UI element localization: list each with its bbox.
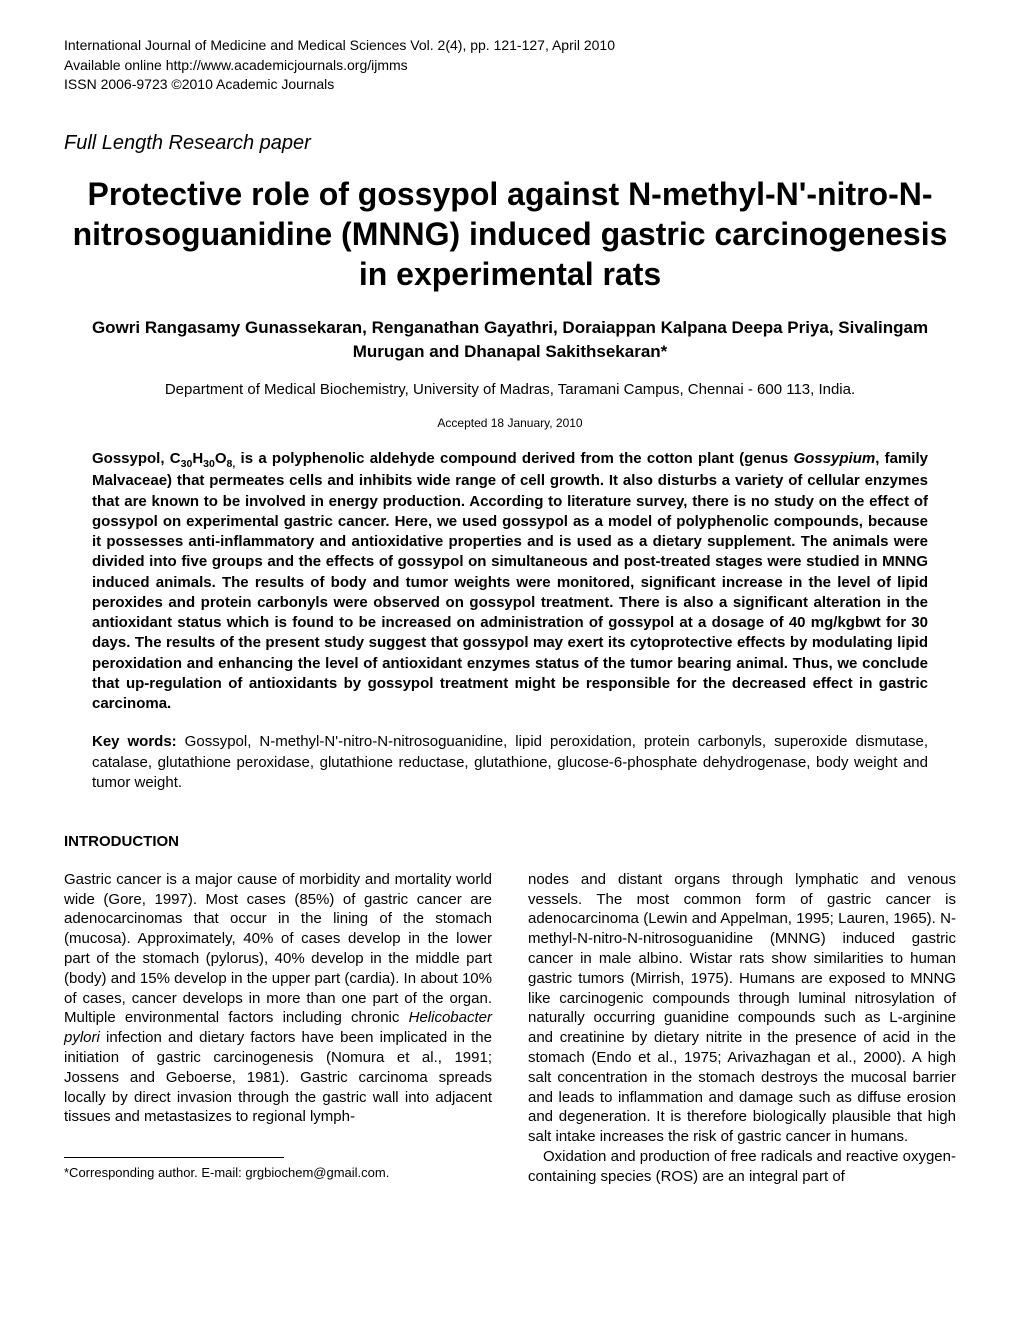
keywords-label: Key words: [92,733,177,750]
intro-paragraph-1: Gastric cancer is a major cause of morbi… [64,870,492,1127]
section-heading-introduction: INTRODUCTION [64,833,956,852]
abstract-rest: , family Malvaceae) that permeates cells… [92,450,928,712]
journal-line2: Available online http://www.academicjour… [64,56,956,76]
intro-paragraph-1-cont: nodes and distant organs through lymphat… [528,870,956,1147]
body-columns: Gastric cancer is a major cause of morbi… [64,870,956,1187]
abstract-sub3: 8, [227,458,236,470]
abstract: Gossypol, C30H30O8, is a polyphenolic al… [64,449,956,714]
journal-header: International Journal of Medicine and Me… [64,36,956,95]
keywords: Key words: Gossypol, N-methyl-N'-nitro-N… [64,732,956,793]
abstract-mid1: H [192,450,203,467]
abstract-mid2: O [215,450,227,467]
authors: Gowri Rangasamy Gunassekaran, Renganatha… [64,316,956,364]
column-left: Gastric cancer is a major cause of morbi… [64,870,492,1187]
journal-line1: International Journal of Medicine and Me… [64,36,956,56]
abstract-post: is a polyphenolic aldehyde compound deri… [235,450,793,467]
column-right: nodes and distant organs through lymphat… [528,870,956,1187]
intro-paragraph-2: Oxidation and production of free radical… [528,1147,956,1187]
affiliation: Department of Medical Biochemistry, Univ… [64,381,956,400]
abstract-genus: Gossypium [794,450,876,467]
paper-type: Full Length Research paper [64,131,956,156]
keywords-text: Gossypol, N-methyl-N'-nitro-N-nitrosogua… [92,733,928,791]
abstract-sub2: 30 [203,458,215,470]
abstract-sub1: 30 [181,458,193,470]
paper-title: Protective role of gossypol against N-me… [64,174,956,294]
footnote-rule [64,1157,284,1158]
accepted-date: Accepted 18 January, 2010 [64,416,956,431]
col1-text-b: infection and dietary factors have been … [64,1029,492,1125]
journal-line3: ISSN 2006-9723 ©2010 Academic Journals [64,75,956,95]
col1-text-a: Gastric cancer is a major cause of morbi… [64,871,492,1027]
abstract-text-pre: Gossypol, C [92,450,181,467]
corresponding-author-footnote: *Corresponding author. E-mail: grgbioche… [64,1164,492,1181]
